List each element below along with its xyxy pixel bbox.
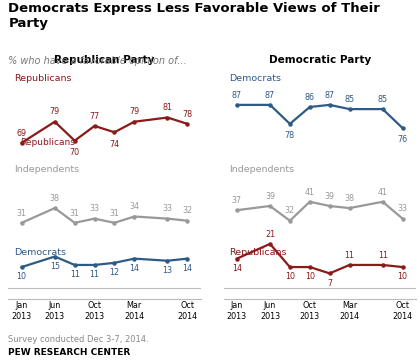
Text: 32: 32 <box>285 206 295 215</box>
Text: Democrats: Democrats <box>229 74 281 83</box>
Text: 33: 33 <box>89 205 100 213</box>
Title: Democratic Party: Democratic Party <box>269 55 371 65</box>
Text: Republicans: Republicans <box>229 248 287 257</box>
Text: 11: 11 <box>89 270 100 279</box>
Text: 13: 13 <box>163 266 173 275</box>
Text: 39: 39 <box>265 192 275 201</box>
Text: 76: 76 <box>397 135 407 144</box>
Text: 31: 31 <box>70 209 80 218</box>
Text: 10: 10 <box>398 272 407 281</box>
Text: 85: 85 <box>378 95 388 104</box>
Text: 78: 78 <box>182 110 192 119</box>
Text: 87: 87 <box>325 90 335 100</box>
Text: Republicans: Republicans <box>14 74 72 83</box>
Text: 79: 79 <box>50 108 60 117</box>
Text: 14: 14 <box>182 264 192 273</box>
Text: 7: 7 <box>327 279 332 288</box>
Text: 33: 33 <box>398 205 407 213</box>
Text: 69: 69 <box>17 129 27 138</box>
Text: 11: 11 <box>344 251 354 260</box>
Text: 10: 10 <box>305 272 315 281</box>
Title: Republican Party: Republican Party <box>54 55 155 65</box>
Text: Independents: Independents <box>14 165 79 174</box>
Text: 70: 70 <box>70 148 80 157</box>
Text: 11: 11 <box>70 270 80 279</box>
Text: Independents: Independents <box>229 165 294 174</box>
Text: PEW RESEARCH CENTER: PEW RESEARCH CENTER <box>8 348 131 357</box>
Text: 41: 41 <box>378 188 388 197</box>
Text: Survey conducted Dec 3-7, 2014.: Survey conducted Dec 3-7, 2014. <box>8 335 149 344</box>
Text: 12: 12 <box>109 268 119 277</box>
Text: Democrats: Democrats <box>14 248 66 257</box>
Text: 14: 14 <box>232 264 242 273</box>
Text: Democrats Express Less Favorable Views of Their
Party: Democrats Express Less Favorable Views o… <box>8 2 380 30</box>
Text: 31: 31 <box>17 209 26 218</box>
Text: 74: 74 <box>109 140 119 149</box>
Text: 15: 15 <box>50 262 60 271</box>
Text: 86: 86 <box>305 93 315 102</box>
Text: 77: 77 <box>89 112 100 121</box>
Text: 81: 81 <box>163 103 173 112</box>
Text: 38: 38 <box>344 194 354 203</box>
Text: Republicans: Republicans <box>20 138 75 147</box>
Text: 32: 32 <box>182 206 192 215</box>
Text: 41: 41 <box>305 188 315 197</box>
Text: 33: 33 <box>163 205 173 213</box>
Text: 11: 11 <box>378 251 388 260</box>
Text: 38: 38 <box>50 194 60 203</box>
Text: 34: 34 <box>129 202 139 211</box>
Text: 87: 87 <box>265 90 275 100</box>
Text: 10: 10 <box>17 272 26 281</box>
Text: % who have a favorable opinion of...: % who have a favorable opinion of... <box>8 56 187 66</box>
Text: 85: 85 <box>344 95 354 104</box>
Text: 79: 79 <box>129 108 139 117</box>
Text: 78: 78 <box>285 131 295 140</box>
Text: 21: 21 <box>265 230 275 239</box>
Text: 14: 14 <box>129 264 139 273</box>
Text: 87: 87 <box>232 90 242 100</box>
Text: 10: 10 <box>285 272 295 281</box>
Text: 37: 37 <box>232 196 242 205</box>
Text: 31: 31 <box>110 209 119 218</box>
Text: 39: 39 <box>325 192 335 201</box>
